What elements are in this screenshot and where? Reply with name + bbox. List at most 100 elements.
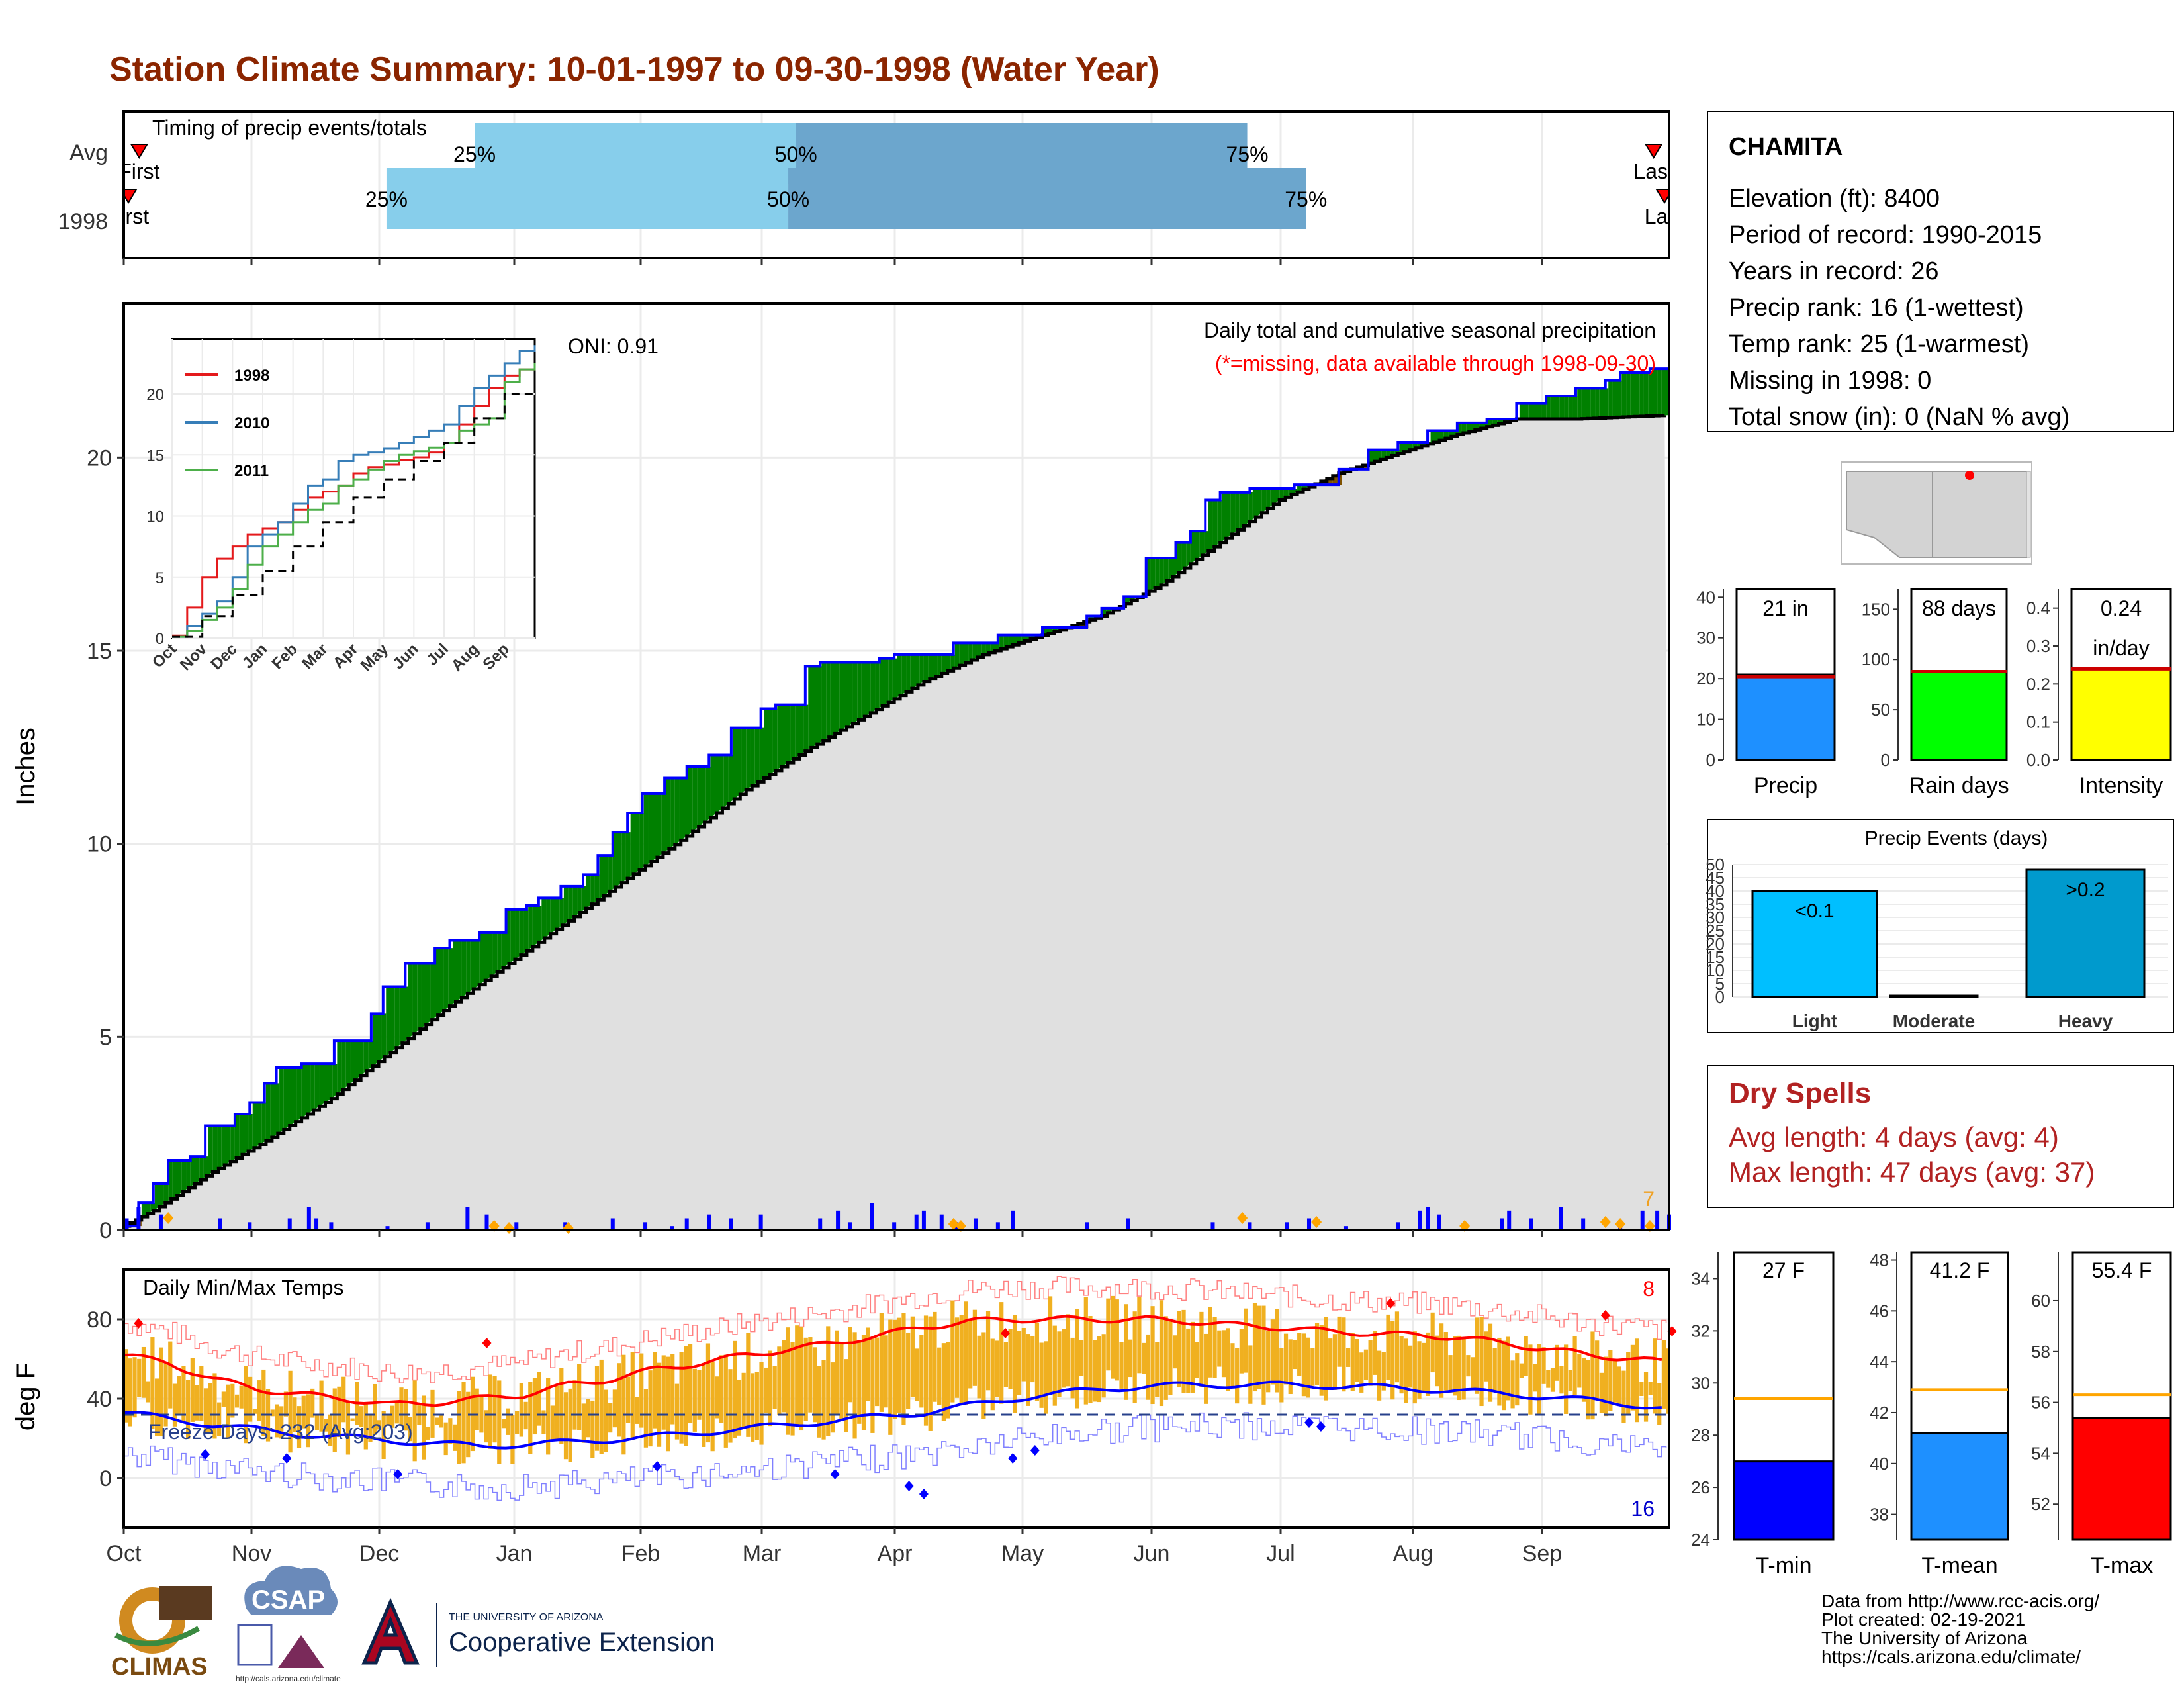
- events-ytick-10: 10: [1706, 961, 1725, 980]
- daily-temp-bar: [897, 1317, 901, 1413]
- precip-diff-segment: [715, 755, 719, 814]
- precip-events-title: Precip Events (days): [1865, 827, 2048, 849]
- daily-precip-bar-47: [1507, 1210, 1512, 1230]
- temp-summary-t-max-ticklabel-58: 58: [2031, 1342, 2050, 1362]
- daily-temp-bar: [617, 1363, 621, 1437]
- credits: Data from http://www.rcc-acis.org/ Plot …: [1821, 1591, 2099, 1667]
- daily-temp-bar: [497, 1380, 502, 1464]
- events-ytick-25: 25: [1706, 921, 1725, 941]
- summary-precip-ticklabel-0: 0: [1706, 750, 1715, 770]
- daily-temp-bar: [1604, 1356, 1608, 1417]
- precip-annotation-missing: (*=missing, data available through 1998-…: [1215, 352, 1656, 375]
- station-line-period: Period of record: 1990-2015: [1729, 221, 2042, 249]
- daily-temp-bar: [443, 1422, 448, 1456]
- summary-rain-days-value: 88 days: [1922, 596, 1996, 620]
- daily-temp-bar: [484, 1410, 488, 1443]
- precip-diff-segment: [296, 1068, 302, 1121]
- temp-summary-t-max-ticklabel-60: 60: [2031, 1291, 2050, 1311]
- precip-diff-segment: [1555, 396, 1560, 419]
- precip-diff-segment: [817, 666, 822, 745]
- daily-precip-bar-43: [1426, 1207, 1430, 1230]
- daily-temp-bar: [977, 1335, 981, 1399]
- precip-diff-segment: [252, 1102, 257, 1149]
- daily-temp-bar: [1306, 1337, 1310, 1398]
- daily-temp-bar: [532, 1378, 537, 1435]
- daily-temp-bar: [586, 1399, 590, 1438]
- dry-spells-max: Max length: 47 days (avg: 37): [1729, 1156, 2095, 1188]
- daily-temp-bar: [461, 1382, 466, 1464]
- daily-temp-bar: [1621, 1370, 1626, 1423]
- month-label-Jun: Jun: [1134, 1541, 1170, 1566]
- precip-diff-segment: [995, 643, 1000, 651]
- daily-temp-bar: [817, 1366, 821, 1438]
- daily-temp-bar: [1537, 1344, 1541, 1415]
- daily-temp-bar: [599, 1359, 604, 1454]
- daily-temp-bar: [728, 1369, 733, 1443]
- daily-temp-bar: [1186, 1328, 1191, 1393]
- daily-temp-bar: [764, 1367, 768, 1413]
- precip-marker-10: [1615, 1218, 1626, 1230]
- events-ytick-0: 0: [1715, 987, 1725, 1007]
- precip-diff-segment: [324, 1064, 328, 1103]
- record-min-marker-8: [1030, 1445, 1040, 1456]
- daily-temp-bar: [1173, 1335, 1177, 1369]
- summary-intensity-chart: 0.0 0.1 0.2 0.3 0.4 0.24 in/day Intensity: [2026, 588, 2172, 798]
- daily-temp-bar: [1101, 1334, 1106, 1398]
- precip-ytick-label-5: 5: [99, 1025, 112, 1050]
- daily-temp-bar: [1412, 1331, 1417, 1404]
- precip-diff-segment: [799, 704, 804, 755]
- precip-diff-segment: [1386, 449, 1391, 458]
- precip-diff-segment: [728, 755, 733, 804]
- daily-temp-bar: [643, 1389, 649, 1448]
- daily-precip-bar-27: [914, 1214, 919, 1230]
- precip-diff-segment: [1230, 492, 1236, 536]
- daily-temp-bar: [581, 1403, 586, 1443]
- precip-diff-segment: [363, 1041, 369, 1074]
- daily-temp-bar: [892, 1319, 897, 1419]
- precip-diff-segment: [368, 1041, 373, 1070]
- daily-temp-bar: [159, 1347, 163, 1436]
- timing-label: Timing of precip events/totals: [152, 116, 427, 140]
- precip-diff-segment: [608, 855, 613, 893]
- daily-temp-bar: [332, 1388, 337, 1452]
- daily-temp-bar: [639, 1353, 644, 1428]
- daily-temp-bar: [1390, 1321, 1395, 1400]
- precip-diff-segment: [550, 898, 555, 934]
- precip-diff-segment: [1150, 558, 1156, 590]
- month-label-Aug: Aug: [1393, 1541, 1433, 1566]
- daily-precip-bar-5: [287, 1218, 292, 1230]
- csap-logo-text: CSAP: [251, 1585, 325, 1615]
- daily-temp-bar: [1608, 1350, 1613, 1411]
- precip-diff-segment: [786, 704, 791, 764]
- daily-temp-bar: [510, 1415, 515, 1464]
- precip-diff-segment: [466, 940, 471, 995]
- daily-temp-bar: [985, 1311, 991, 1391]
- daily-temp-bar: [679, 1352, 684, 1444]
- precip-diff-segment: [621, 832, 626, 883]
- daily-temp-bar: [1377, 1350, 1382, 1401]
- precip-diff-segment: [408, 963, 413, 1039]
- daily-temp-bar: [1426, 1332, 1431, 1396]
- precip-diff-segment: [1430, 430, 1435, 444]
- daily-temp-bar: [1457, 1335, 1462, 1401]
- record-max-line: [124, 1276, 1667, 1383]
- daily-temp-bar: [515, 1411, 520, 1434]
- precip-diff-segment: [741, 727, 747, 794]
- csap-logo: CSAP http://cals.arizona.edu/climate: [236, 1566, 341, 1683]
- precip-diff-segment: [341, 1041, 346, 1091]
- precip-y-axis: 0 5 10 15 20: [87, 445, 124, 1243]
- daily-temp-bar: [1394, 1311, 1400, 1383]
- precip-ytick-label-10: 10: [87, 832, 112, 857]
- precip-diff-segment: [328, 1064, 333, 1101]
- station-line-precip-rank: Precip rank: 16 (1-wettest): [1729, 294, 2024, 322]
- timing-label-50-Avg: 50%: [775, 142, 817, 166]
- daily-temp-bar: [910, 1316, 915, 1397]
- daily-temp-bar: [786, 1327, 790, 1435]
- observed-cumulative-line: [124, 365, 1670, 1228]
- daily-temp-bar: [803, 1337, 808, 1421]
- daily-precip-bar-52: [1640, 1210, 1645, 1230]
- daily-temp-bar: [1221, 1330, 1226, 1378]
- credit-line-3: The University of Arizona: [1821, 1628, 2028, 1648]
- daily-temp-bar: [688, 1344, 693, 1424]
- summary-precip-ticklabel-10: 10: [1696, 710, 1715, 729]
